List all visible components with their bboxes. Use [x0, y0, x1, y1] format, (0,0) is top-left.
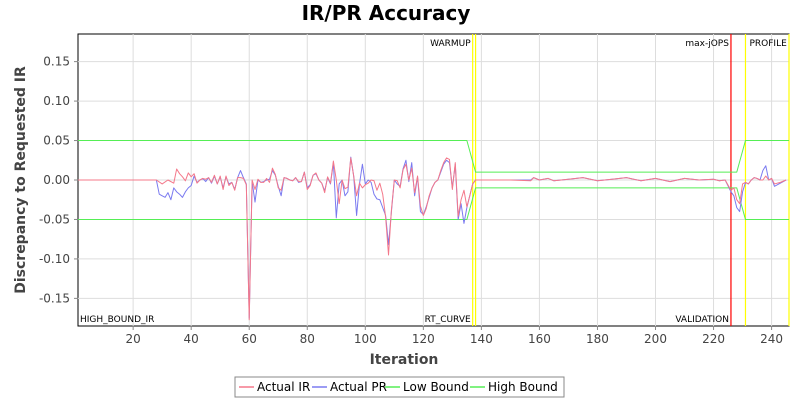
y-tick-label: -0.05 [39, 212, 70, 226]
series-line-low-bound [78, 187, 789, 220]
x-tick-label: 20 [125, 332, 140, 346]
series-line-actual-ir [78, 157, 787, 321]
x-tick-label: 160 [528, 332, 551, 346]
y-tick-label: -0.10 [39, 252, 70, 266]
x-tick-label: 100 [354, 332, 377, 346]
x-tick-label: 180 [586, 332, 609, 346]
x-tick-label: 140 [470, 332, 493, 346]
y-axis-title: Discrepancy to Requested IR [13, 66, 29, 294]
grid [78, 34, 789, 326]
marker-label-warmup: WARMUP [430, 39, 471, 49]
y-tick-label: 0.05 [43, 134, 70, 148]
legend-label-actual-pr: Actual PR [330, 380, 387, 394]
phase-marker-labels: WARMUP RT_CURVE max-jOPS VALIDATION PROFILE [425, 39, 787, 325]
x-tick-label: 200 [644, 332, 667, 346]
y-tick-label: 0.10 [43, 94, 70, 108]
marker-label-rt-curve: RT_CURVE [425, 315, 471, 325]
legend-label-high-bound: High Bound [488, 380, 558, 394]
y-tick-label: -0.15 [39, 291, 70, 305]
y-tick-label: 0.00 [43, 173, 70, 187]
legend: Actual IR Actual PR Low Bound High Bound [234, 376, 565, 398]
legend-label-low-bound: Low Bound [403, 380, 469, 394]
marker-label-profile: PROFILE [749, 39, 787, 49]
x-tick-label: 40 [184, 332, 199, 346]
legend-label-actual-ir: Actual IR [257, 380, 310, 394]
chart-title: IR/PR Accuracy [302, 1, 471, 25]
y-axis-ticks: -0.15 -0.10 -0.05 0.00 0.05 0.10 0.15 [39, 55, 78, 305]
x-tick-label: 240 [760, 332, 783, 346]
y-tick-label: 0.15 [43, 55, 70, 69]
marker-label-max-jops: max-jOPS [685, 39, 729, 49]
series-lines [78, 140, 789, 321]
x-axis-title: Iteration [370, 352, 439, 368]
x-tick-label: 80 [300, 332, 315, 346]
corner-label-high-bound-ir: HIGH_BOUND_IR [80, 315, 154, 325]
x-tick-label: 120 [412, 332, 435, 346]
x-axis-ticks: 20 40 60 80 100 120 140 160 180 200 220 240 [125, 326, 783, 346]
x-tick-label: 60 [242, 332, 257, 346]
x-tick-label: 220 [702, 332, 725, 346]
series-line-high-bound [78, 140, 789, 173]
marker-label-validation: VALIDATION [675, 315, 729, 325]
